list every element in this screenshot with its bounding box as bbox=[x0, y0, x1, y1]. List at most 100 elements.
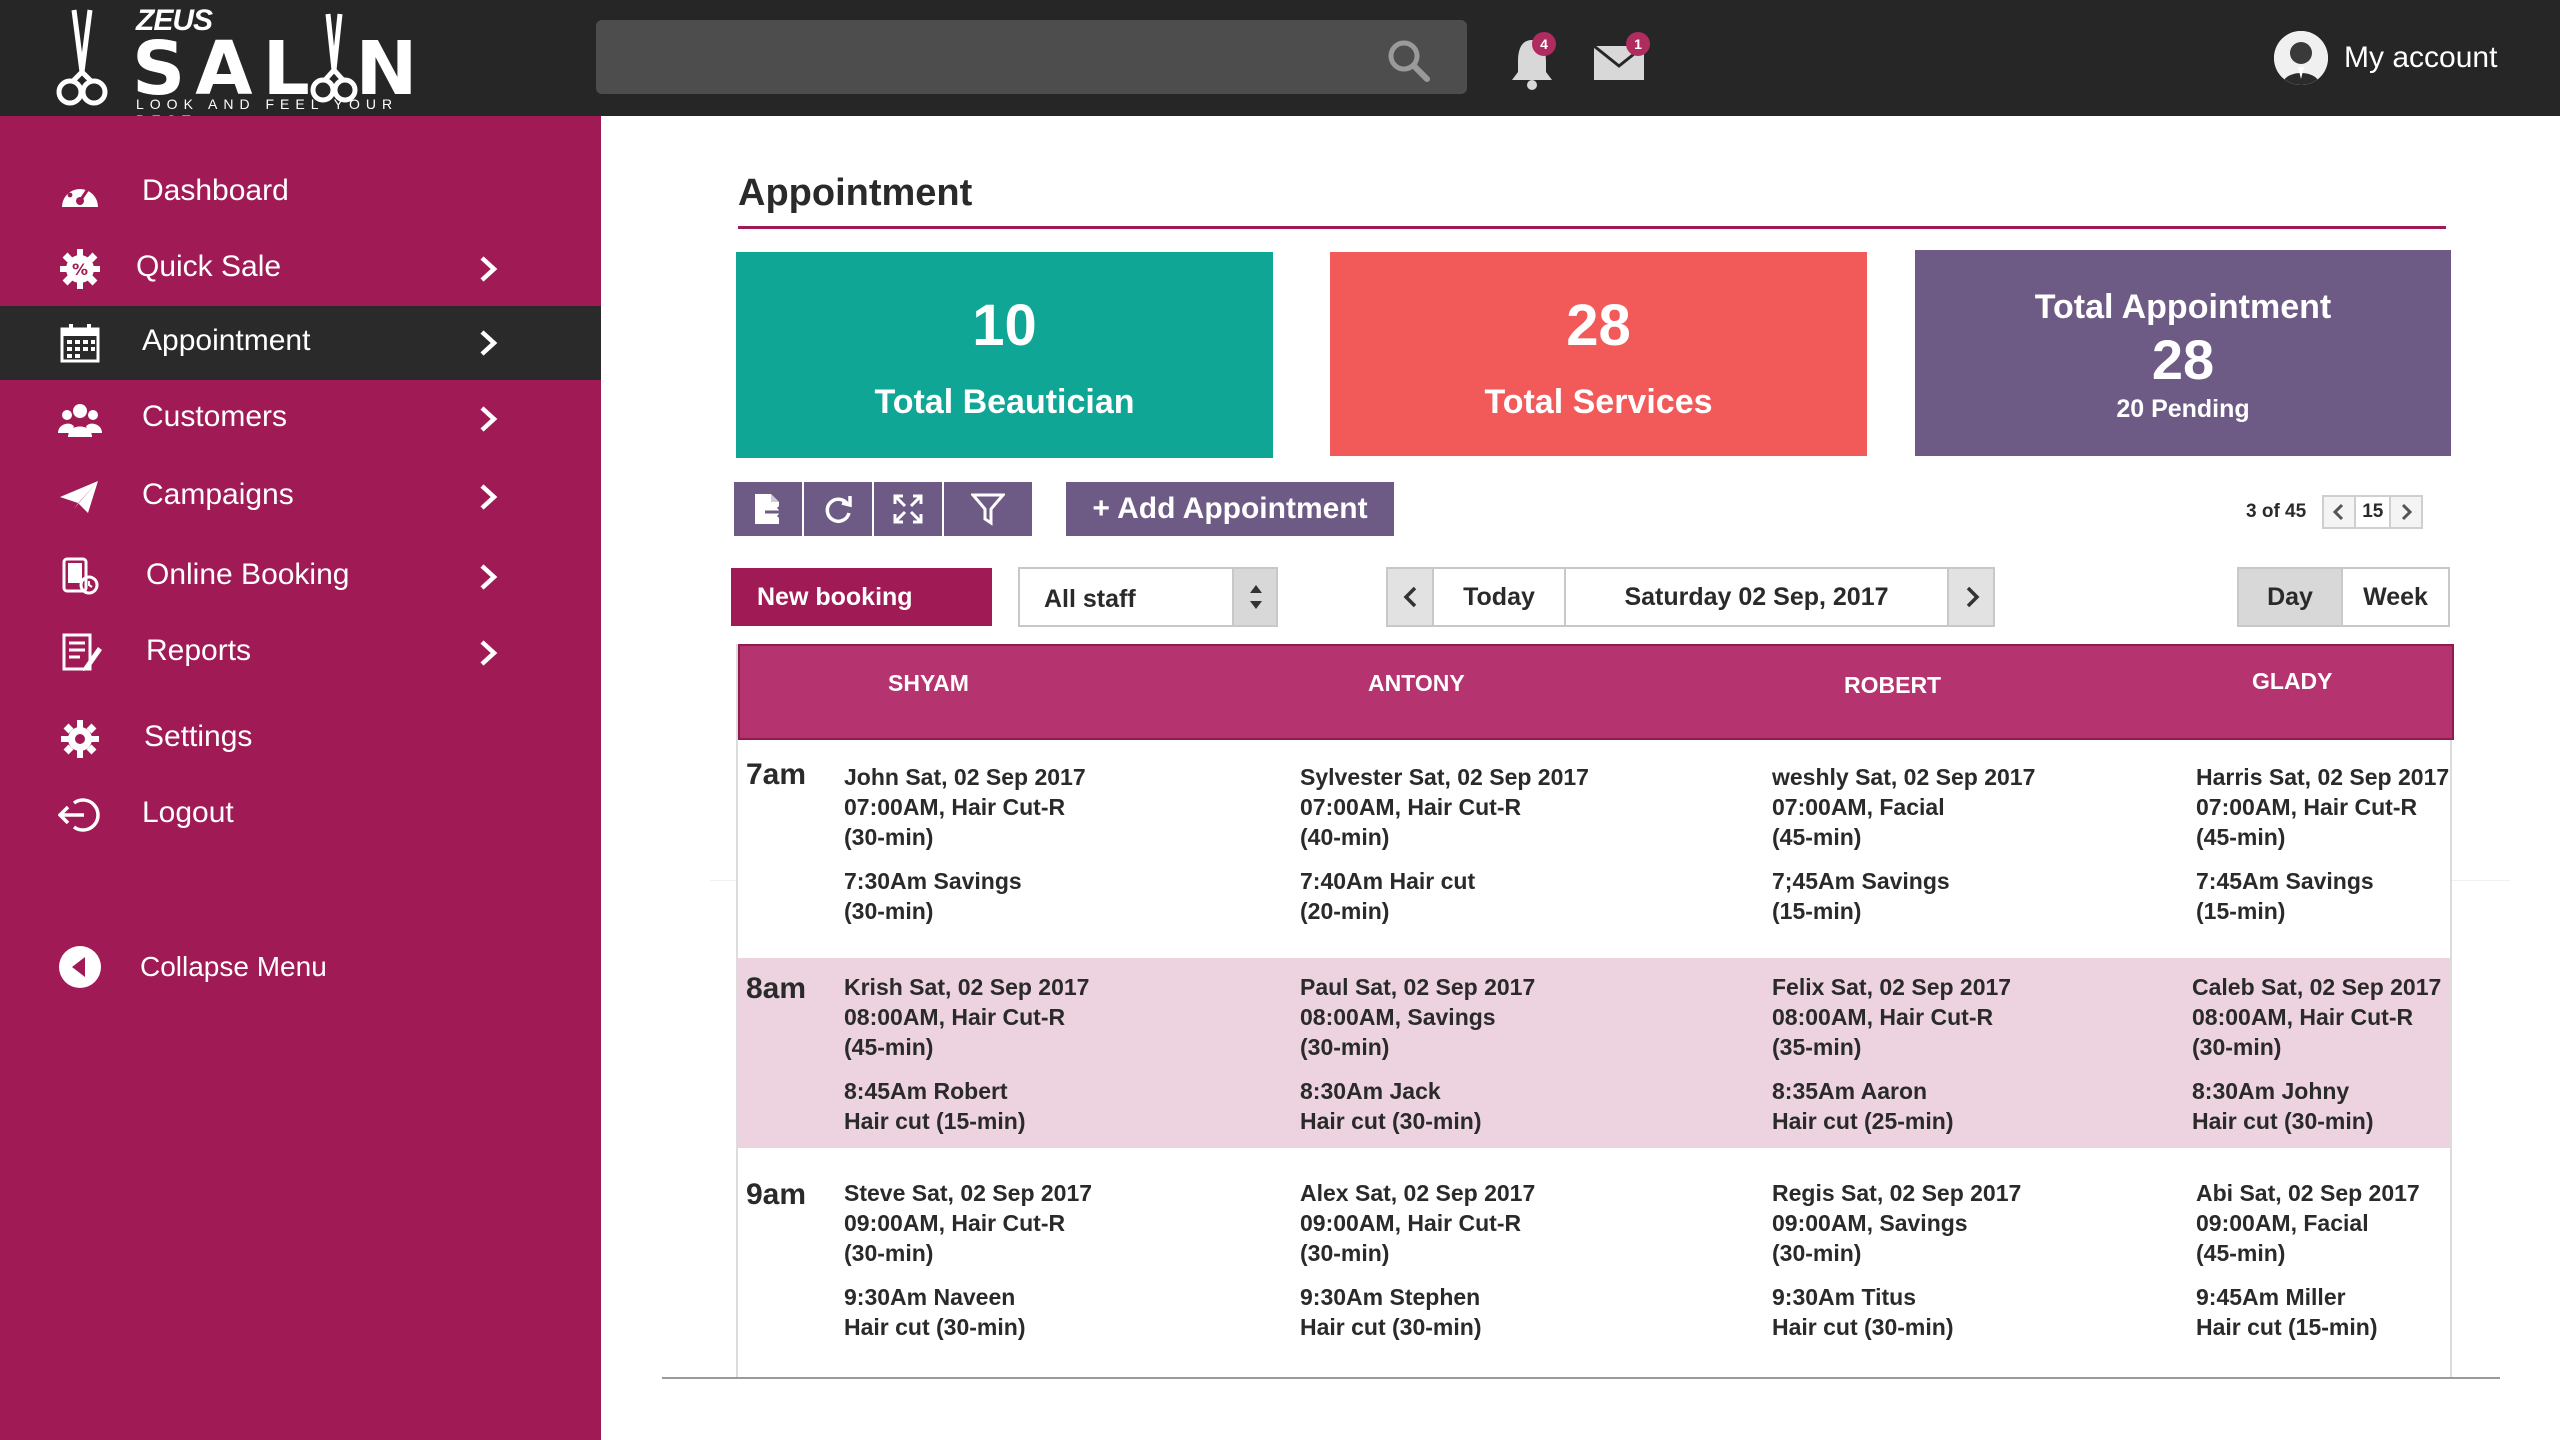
total-beautician-value: 10 bbox=[972, 293, 1037, 358]
appointment-slot[interactable]: Paul Sat, 02 Sep 2017 08:00AM, Savings (30… bbox=[1300, 972, 1535, 1136]
day-view-button[interactable]: Day bbox=[2239, 569, 2343, 625]
appointment-duration: (30-min) bbox=[1300, 1240, 1390, 1266]
appointment-customer-date: Abi Sat, 02 Sep 2017 bbox=[2196, 1180, 2420, 1206]
sidebar-item-customers[interactable]: Customers bbox=[0, 382, 601, 456]
appointment-duration: (40-min) bbox=[1300, 824, 1390, 850]
refresh-button[interactable] bbox=[804, 482, 874, 536]
sidebar-item-label: Online Booking bbox=[146, 558, 350, 591]
followup-slot-detail: Hair cut (15-min) bbox=[844, 1108, 1026, 1134]
appointment-time-service: 09:00AM, Hair Cut-R bbox=[844, 1210, 1066, 1236]
staff-select[interactable]: All staff bbox=[1018, 567, 1278, 627]
followup-slot-detail: Hair cut (30-min) bbox=[2192, 1108, 2374, 1134]
pagination: 3 of 45 15 bbox=[2246, 494, 2424, 530]
appointment-slot[interactable]: Alex Sat, 02 Sep 2017 09:00AM, Hair Cut-R… bbox=[1300, 1178, 1535, 1342]
sidebar-item-online-booking[interactable]: Online Booking bbox=[0, 540, 601, 614]
expand-button[interactable] bbox=[874, 482, 944, 536]
appointment-slot[interactable]: Harris Sat, 02 Sep 2017 07:00AM, Hair Cut… bbox=[2196, 762, 2449, 926]
new-booking-button[interactable]: New booking bbox=[731, 568, 992, 626]
followup-slot-time: 8:30Am Jack bbox=[1300, 1078, 1441, 1104]
total-services-value: 28 bbox=[1566, 293, 1631, 358]
current-date-label[interactable]: Saturday 02 Sep, 2017 bbox=[1624, 583, 1889, 611]
sidebar-item-label: Reports bbox=[146, 634, 252, 667]
brand-logo[interactable]: ZEUS SAL N LOOK AND FEEL YOUR BEST bbox=[52, 4, 442, 128]
slot-gap bbox=[1300, 852, 1589, 866]
previous-day-button[interactable] bbox=[1388, 569, 1434, 625]
appointment-slot[interactable]: Regis Sat, 02 Sep 2017 09:00AM, Savings (3… bbox=[1772, 1178, 2021, 1342]
appointment-slot[interactable]: Caleb Sat, 02 Sep 2017 08:00AM, Hair Cut-… bbox=[2192, 972, 2441, 1136]
sidebar-item-appointment[interactable]: Appointment bbox=[0, 306, 601, 380]
scissors-icon bbox=[56, 9, 108, 106]
expand-icon bbox=[893, 494, 923, 524]
staff-column-header[interactable]: SHYAM bbox=[888, 670, 969, 696]
appointment-time-service: 09:00AM, Facial bbox=[2196, 1210, 2369, 1236]
export-button[interactable] bbox=[734, 482, 804, 536]
sidebar-item-logout[interactable]: Logout bbox=[0, 778, 601, 852]
sidebar-item-quick-sale[interactable]: % Quick Sale bbox=[0, 232, 601, 306]
scissors-o-icon bbox=[310, 13, 358, 103]
search-icon[interactable] bbox=[1386, 38, 1430, 82]
account-menu[interactable]: My account bbox=[2274, 30, 2497, 86]
appointment-slot[interactable]: weshly Sat, 02 Sep 2017 07:00AM, Facial (4… bbox=[1772, 762, 2035, 926]
chevron-right-icon bbox=[480, 330, 498, 356]
appointment-slot[interactable]: John Sat, 02 Sep 2017 07:00AM, Hair Cut-R… bbox=[844, 762, 1086, 926]
previous-page-button[interactable] bbox=[2322, 495, 2357, 529]
total-services-card[interactable]: 28 Total Services bbox=[1330, 252, 1867, 456]
followup-slot-time: 8:35Am Aaron bbox=[1772, 1078, 1928, 1104]
sidebar-item-label: Campaigns bbox=[142, 478, 294, 511]
schedule-row-8am: 8am Krish Sat, 02 Sep 2017 08:00AM, Hair C… bbox=[738, 958, 2450, 1148]
filter-button[interactable] bbox=[944, 482, 1032, 536]
svg-text:%: % bbox=[72, 260, 88, 279]
reports-icon bbox=[58, 633, 102, 673]
gear-icon bbox=[58, 719, 102, 759]
hour-label: 7am bbox=[746, 758, 807, 791]
appointment-customer-date: Paul Sat, 02 Sep 2017 bbox=[1300, 974, 1536, 1000]
chevron-left-icon bbox=[1403, 586, 1417, 608]
staff-column-header[interactable]: ANTONY bbox=[1368, 670, 1465, 696]
sidebar-item-reports[interactable]: Reports bbox=[0, 616, 601, 690]
appointment-slot[interactable]: Abi Sat, 02 Sep 2017 09:00AM, Facial (45-m… bbox=[2196, 1178, 2420, 1342]
sidebar-item-campaigns[interactable]: Campaigns bbox=[0, 460, 601, 534]
today-button[interactable]: Today bbox=[1434, 569, 1566, 625]
total-beautician-label: Total Beautician bbox=[874, 383, 1135, 421]
appointment-slot[interactable]: Sylvester Sat, 02 Sep 2017 07:00AM, Hair … bbox=[1300, 762, 1589, 926]
slot-gap bbox=[844, 1062, 1089, 1076]
pending-count: 20 Pending bbox=[2116, 395, 2250, 423]
total-appointment-label: Total Appointment bbox=[2034, 288, 2332, 326]
date-navigator: Today Saturday 02 Sep, 2017 bbox=[1386, 567, 1995, 627]
next-day-button[interactable] bbox=[1947, 569, 1993, 625]
page-title: Appointment bbox=[738, 172, 973, 214]
collapse-menu-button[interactable]: Collapse Menu bbox=[58, 939, 458, 999]
staff-column-header[interactable]: ROBERT bbox=[1844, 672, 1942, 698]
chevron-right-icon bbox=[480, 406, 498, 432]
schedule-header: SHYAM ANTONY ROBERT GLADY bbox=[738, 644, 2454, 740]
chevron-right-icon bbox=[480, 484, 498, 510]
total-appointment-card[interactable]: Total Appointment 28 20 Pending bbox=[1915, 250, 2451, 456]
search-input[interactable] bbox=[616, 20, 1376, 94]
total-beautician-card[interactable]: 10 Total Beautician bbox=[736, 252, 1273, 458]
appointment-duration: (30-min) bbox=[1772, 1240, 1862, 1266]
appointment-slot[interactable]: Krish Sat, 02 Sep 2017 08:00AM, Hair Cut-… bbox=[844, 972, 1089, 1136]
sort-arrows-icon bbox=[1250, 585, 1262, 609]
followup-slot-detail: Hair cut (30-min) bbox=[1772, 1314, 1954, 1340]
followup-slot-detail: (15-min) bbox=[1772, 898, 1862, 924]
avatar[interactable] bbox=[2274, 31, 2328, 85]
appointment-slot[interactable]: Felix Sat, 02 Sep 2017 08:00AM, Hair Cut-… bbox=[1772, 972, 2011, 1136]
account-label: My account bbox=[2344, 41, 2498, 74]
brand-name: SAL N bbox=[132, 26, 428, 112]
current-page[interactable]: 15 bbox=[2356, 495, 2390, 529]
next-page-button[interactable] bbox=[2389, 495, 2424, 529]
slot-gap bbox=[1300, 1268, 1535, 1282]
add-appointment-button[interactable]: + Add Appointment bbox=[1066, 482, 1394, 536]
sidebar-item-dashboard[interactable]: Dashboard bbox=[0, 156, 601, 230]
appointment-time-service: 08:00AM, Hair Cut-R bbox=[1772, 1004, 1994, 1030]
week-view-button[interactable]: Week bbox=[2343, 569, 2448, 625]
appointment-duration: (45-min) bbox=[2196, 824, 2286, 850]
search-box[interactable] bbox=[596, 20, 1467, 94]
top-bar: ZEUS SAL N LOOK AND FEEL YOUR BEST 4 bbox=[0, 0, 2560, 128]
staff-column-header[interactable]: GLADY bbox=[2252, 668, 2333, 694]
appointment-slot[interactable]: Steve Sat, 02 Sep 2017 09:00AM, Hair Cut-… bbox=[844, 1178, 1092, 1342]
slot-gap bbox=[1772, 1268, 2021, 1282]
appointment-time-service: 08:00AM, Hair Cut-R bbox=[844, 1004, 1066, 1030]
sidebar-item-settings[interactable]: Settings bbox=[0, 702, 601, 776]
appointment-time-service: 08:00AM, Savings bbox=[1300, 1004, 1496, 1030]
